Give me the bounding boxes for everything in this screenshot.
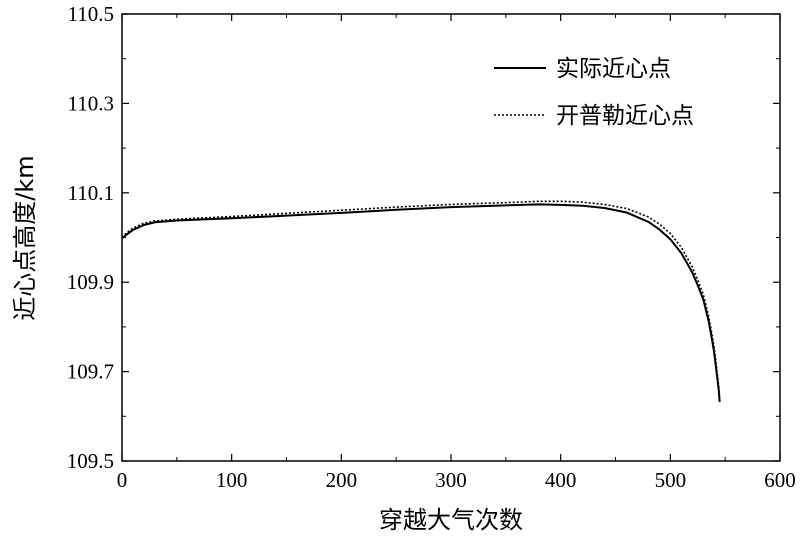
- legend-label-kepler: 开普勒近心点: [556, 103, 694, 129]
- x-tick-label: 300: [435, 468, 467, 492]
- x-tick-label: 0: [117, 468, 128, 492]
- plot-frame: [121, 13, 781, 462]
- axis-ticks: 0 100 200 300 400 500 600 109.5 109.7 109.9 110.1 1…: [67, 2, 796, 492]
- series-line-0: [121, 203, 721, 403]
- legend: 实际近心点 开普勒近心点: [494, 56, 694, 129]
- y-tick-label: 110.1: [68, 181, 114, 205]
- x-tick-label: 100: [216, 468, 248, 492]
- series-line-1: [121, 200, 721, 401]
- y-tick-label: 109.7: [67, 360, 114, 384]
- y-tick-label: 110.3: [68, 91, 114, 115]
- x-tick-label: 500: [655, 468, 687, 492]
- y-tick-label: 109.5: [67, 449, 114, 473]
- x-tick-label: 200: [326, 468, 358, 492]
- series-layer: [121, 200, 721, 403]
- x-tick-label: 400: [545, 468, 577, 492]
- y-tick-label: 109.9: [67, 270, 114, 294]
- y-axis-title: 近心点高度/km: [11, 155, 39, 320]
- x-axis-title: 穿越大气次数: [379, 506, 523, 534]
- y-tick-label: 110.5: [68, 2, 114, 26]
- legend-label-actual: 实际近心点: [556, 56, 671, 82]
- x-tick-label: 600: [764, 468, 796, 492]
